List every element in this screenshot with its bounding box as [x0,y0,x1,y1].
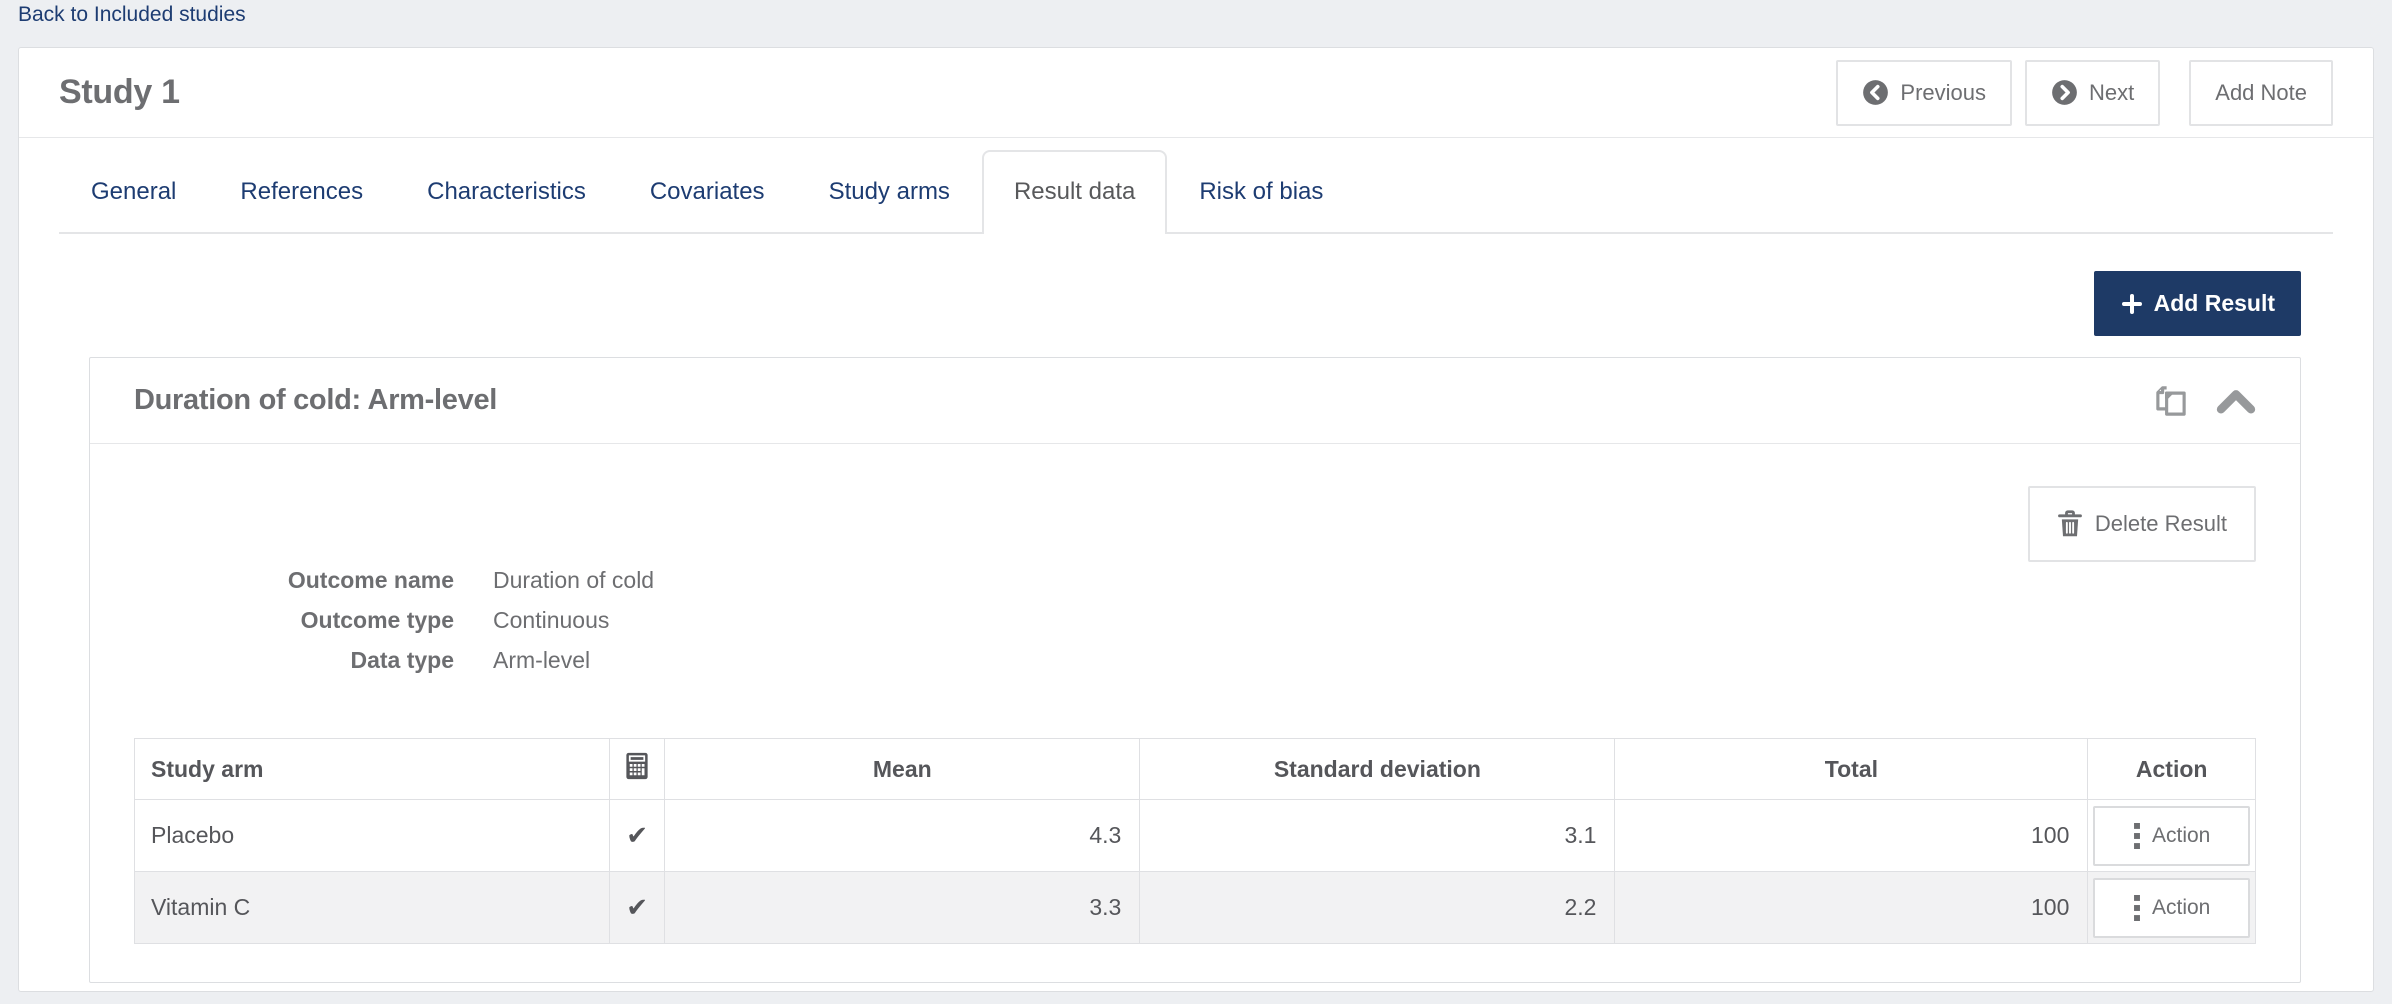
result-data-content: Add Result Duration of cold: Arm-level [19,271,2373,983]
plus-icon [2121,293,2142,314]
add-result-label: Add Result [2153,290,2275,316]
tab-study-arms[interactable]: Study arms [828,178,950,205]
delete-result-label: Delete Result [2094,511,2227,536]
total-cell: 100 [1614,799,2089,872]
sd-cell: 2.2 [1139,871,1616,944]
previous-button[interactable]: Previous [1836,59,2013,126]
outcome-fields: Outcome name Duration of cold Outcome ty… [134,560,2256,680]
column-header-mean: Mean [664,738,1141,800]
tab-general[interactable]: General [91,178,177,205]
arrow-circle-right-icon [2052,80,2077,105]
arrow-circle-left-icon [1863,80,1889,105]
outcome-type-label: Outcome type [300,607,454,633]
add-note-button[interactable]: Add Note [2189,59,2333,126]
next-label: Next [2089,79,2135,105]
header-buttons: Previous Next Add Note [1836,59,2333,126]
outcome-type-value: Continuous [493,607,610,633]
tab-result-data[interactable]: Result data [981,150,1168,236]
study-arm-cell: Placebo [133,799,611,872]
table-header-row: Study arm [133,738,2256,800]
outcome-name-value: Duration of cold [493,567,655,593]
result-title: Duration of cold: Arm-level [134,384,498,416]
result-panel-body: Delete Result Outcome name Duration of c… [90,444,2300,982]
result-data-table: Study arm [133,738,2256,944]
table-row-vitamin-c: Vitamin C ✔ 3.3 2.2 100 [133,871,2256,944]
previous-label: Previous [1900,79,1987,105]
add-result-button[interactable]: Add Result [2093,271,2301,336]
delete-result-button[interactable]: Delete Result [2027,486,2256,562]
row-action-label: Action [2152,895,2211,919]
next-button[interactable]: Next [2025,59,2161,126]
column-header-standard-deviation: Standard deviation [1139,738,1616,800]
copy-result-button[interactable] [2150,380,2192,422]
table-row-placebo: Placebo ✔ 4.3 3.1 100 [133,799,2256,872]
tab-bar: General References Characteristics Covar… [59,138,2333,236]
mean-cell: 3.3 [664,871,1141,944]
row-action-label: Action [2152,823,2211,847]
kebab-icon [2134,894,2140,921]
column-header-action: Action [2087,738,2256,800]
page-title: Study 1 [59,73,180,111]
column-header-total: Total [1614,738,2089,800]
total-cell: 100 [1614,871,2089,944]
tab-references[interactable]: References [240,178,364,205]
column-header-calculated [609,738,666,800]
copy-icon [2156,385,2186,416]
tab-characteristics[interactable]: Characteristics [427,178,586,205]
kebab-icon [2134,822,2140,849]
study-arm-cell: Vitamin C [133,871,611,944]
result-panel: Duration of cold: Arm-level [89,357,2301,983]
data-type-value: Arm-level [493,647,591,673]
mean-cell: 4.3 [664,799,1141,872]
back-to-included-studies-link[interactable]: Back to Included studies [18,3,246,26]
calculated-check-cell: ✔ [609,799,666,872]
check-icon: ✔ [626,892,649,922]
column-header-study-arm: Study arm [133,738,611,800]
collapse-result-button[interactable] [2216,386,2256,416]
calculated-check-cell: ✔ [609,871,666,944]
data-type-label: Data type [350,647,454,673]
outcome-name-label: Outcome name [287,567,454,593]
check-icon: ✔ [626,820,649,850]
chevron-up-icon [2216,389,2256,414]
trash-icon [2058,510,2082,537]
tab-risk-of-bias[interactable]: Risk of bias [1199,178,1324,205]
row-action-button[interactable]: Action [2093,877,2250,938]
result-panel-header: Duration of cold: Arm-level [90,358,2300,444]
study-card: Study 1 Previous Next Add Note [18,47,2374,992]
tab-covariates[interactable]: Covariates [649,178,765,205]
calculator-icon [626,752,648,780]
row-action-button[interactable]: Action [2093,805,2250,866]
sd-cell: 3.1 [1139,799,1616,872]
study-header: Study 1 Previous Next Add Note [19,48,2373,138]
add-note-label: Add Note [2215,79,2307,105]
